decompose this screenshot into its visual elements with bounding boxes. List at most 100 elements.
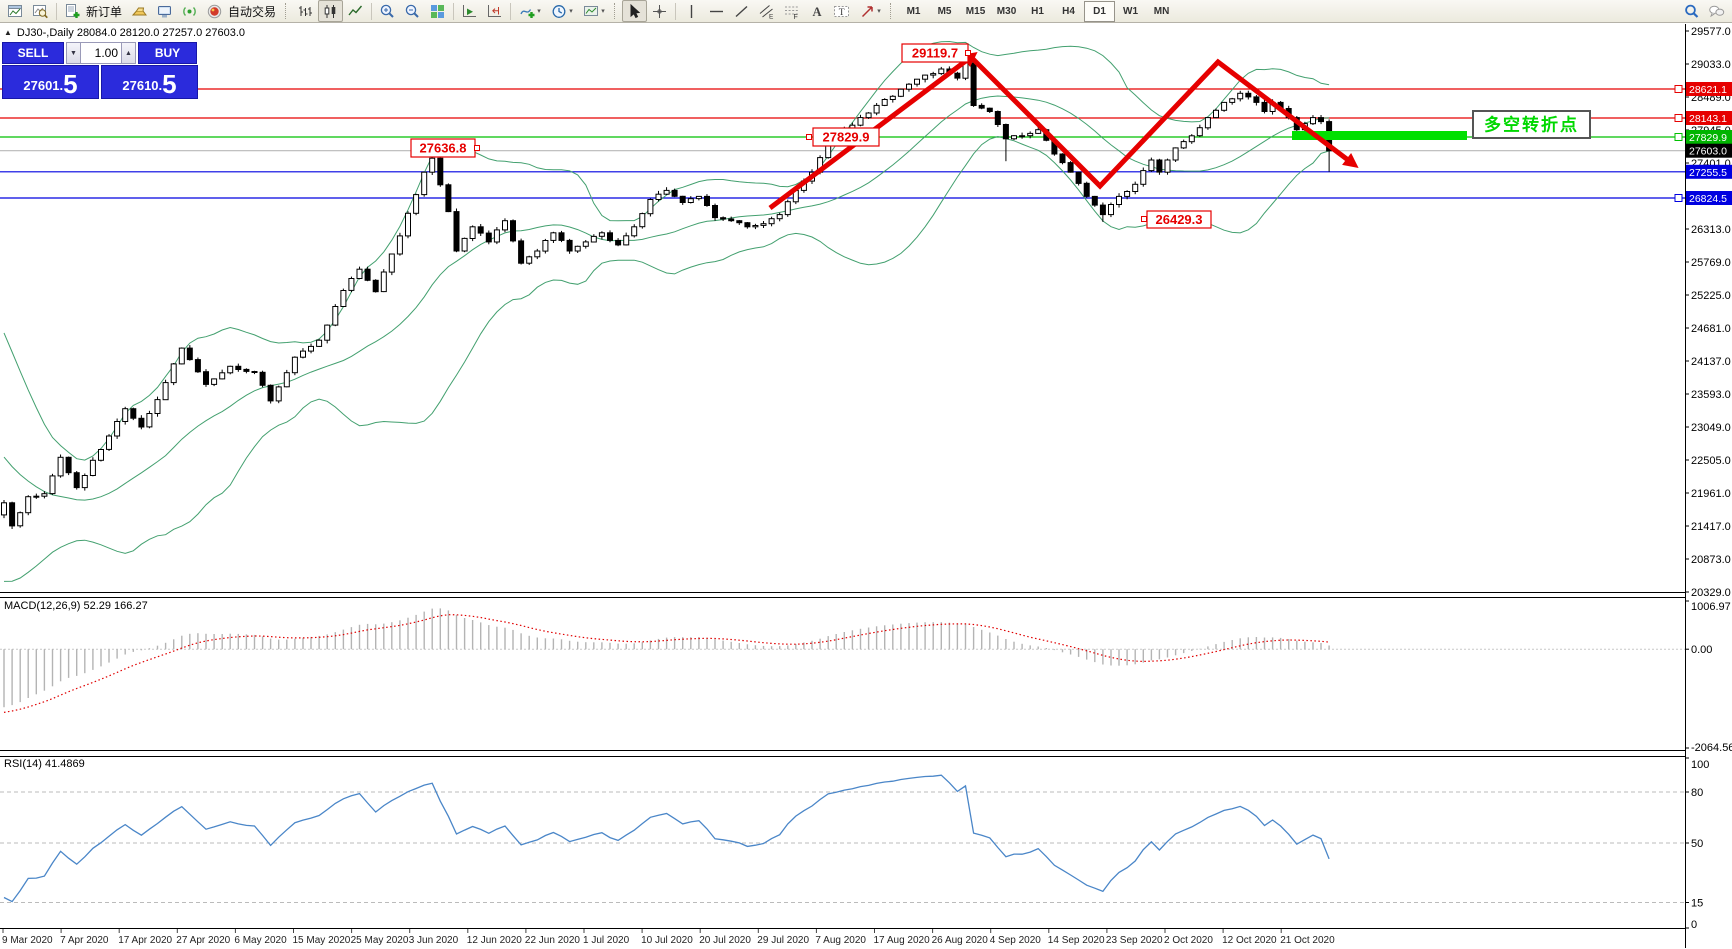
periods-button[interactable]: ▾ bbox=[546, 0, 578, 22]
vertical-line-icon bbox=[683, 3, 700, 20]
svg-text:17 Aug 2020: 17 Aug 2020 bbox=[874, 935, 931, 946]
oneclick-collapse-icon[interactable]: ▲ bbox=[4, 28, 12, 37]
svg-text:100: 100 bbox=[1691, 759, 1709, 771]
svg-text:7 Aug 2020: 7 Aug 2020 bbox=[815, 935, 866, 946]
svg-text:6 May 2020: 6 May 2020 bbox=[234, 935, 287, 946]
zoom-out-button[interactable] bbox=[400, 0, 425, 22]
vertical-line-button[interactable] bbox=[679, 0, 704, 22]
svg-text:24137.0: 24137.0 bbox=[1691, 356, 1731, 368]
zoom-in-button[interactable] bbox=[375, 0, 400, 22]
svg-text:26429.3: 26429.3 bbox=[1156, 212, 1203, 227]
svg-text:29577.0: 29577.0 bbox=[1691, 26, 1731, 38]
price-axis[interactable]: 29577.029033.028489.027945.027401.026857… bbox=[1685, 24, 1732, 948]
date-axis[interactable]: 9 Mar 2020 7 Apr 2020 17 Apr 2020 27 Apr 20… bbox=[2, 929, 1335, 946]
candlestick-chart-button[interactable] bbox=[318, 0, 344, 22]
timeframe-H4[interactable]: H4 bbox=[1062, 5, 1075, 17]
new-order-label[interactable]: 新订单 bbox=[86, 4, 123, 19]
tile-windows-button[interactable] bbox=[425, 0, 450, 22]
arrows-button[interactable]: ▾ bbox=[854, 0, 886, 22]
trade-panel-price-row: 27601. 5 27610. 5 bbox=[2, 65, 198, 99]
metaeditor-button[interactable] bbox=[152, 0, 177, 22]
line-chart-button[interactable] bbox=[343, 0, 368, 22]
gold-button[interactable] bbox=[127, 0, 152, 22]
svg-text:12 Jun 2020: 12 Jun 2020 bbox=[467, 935, 522, 946]
autotrading-label[interactable]: 自动交易 bbox=[228, 4, 277, 19]
svg-text:26313.0: 26313.0 bbox=[1691, 224, 1731, 236]
new-order-button[interactable] bbox=[60, 0, 85, 22]
bar-chart-button[interactable] bbox=[293, 0, 318, 22]
buy-price-button[interactable]: 27610. 5 bbox=[101, 65, 198, 99]
timeframe-MN[interactable]: MN bbox=[1153, 5, 1170, 17]
indicators-icon bbox=[519, 3, 536, 20]
new-chart-button[interactable] bbox=[3, 0, 28, 22]
candlesticks bbox=[1, 58, 1333, 529]
chart-area[interactable]: 29119.7 27636.8 27829.9 26429.3 多空转折点 29577.0… bbox=[0, 23, 1732, 949]
svg-text:23593.0: 23593.0 bbox=[1691, 389, 1731, 401]
crosshair-button[interactable] bbox=[647, 0, 672, 22]
svg-text:A: A bbox=[813, 5, 822, 19]
volume-input[interactable] bbox=[81, 42, 121, 64]
svg-text:0: 0 bbox=[1691, 919, 1697, 931]
svg-text:E: E bbox=[769, 13, 774, 20]
timeframe-H1[interactable]: H1 bbox=[1031, 5, 1044, 17]
timeframe-M30[interactable]: M30 bbox=[996, 5, 1017, 17]
volume-down-button[interactable]: ▼ bbox=[66, 42, 81, 64]
line-chart-icon bbox=[347, 3, 364, 20]
sell-button[interactable]: SELL bbox=[2, 42, 64, 64]
equidistant-channel-button[interactable]: E bbox=[754, 0, 779, 22]
timeframe-M5[interactable]: M5 bbox=[937, 5, 952, 17]
profiles-button[interactable] bbox=[28, 0, 53, 22]
price-annotation-labels[interactable]: 29119.7 27636.8 27829.9 26429.3 bbox=[410, 43, 1212, 229]
svg-text:12 Oct 2020: 12 Oct 2020 bbox=[1222, 935, 1277, 946]
svg-text:22 Jun 2020: 22 Jun 2020 bbox=[525, 935, 580, 946]
timeframe-W1[interactable]: W1 bbox=[1123, 5, 1139, 17]
cursor-button[interactable] bbox=[622, 0, 648, 22]
signals-button[interactable] bbox=[177, 0, 202, 22]
volume-up-button[interactable]: ▲ bbox=[121, 42, 136, 64]
horizontal-line-button[interactable] bbox=[704, 0, 729, 22]
indicators-button[interactable]: ▾ bbox=[514, 0, 546, 22]
timeframe-M1[interactable]: M1 bbox=[906, 5, 921, 17]
zoom-out-icon bbox=[404, 3, 421, 20]
svg-text:2 Oct 2020: 2 Oct 2020 bbox=[1164, 935, 1213, 946]
chart-shift-button[interactable] bbox=[482, 0, 507, 22]
timeframe-D1[interactable]: D1 bbox=[1084, 0, 1116, 22]
svg-text:10 Jul 2020: 10 Jul 2020 bbox=[641, 935, 693, 946]
svg-text:21961.0: 21961.0 bbox=[1691, 488, 1731, 500]
auto-scroll-button[interactable] bbox=[457, 0, 482, 22]
periods-icon bbox=[551, 3, 568, 20]
buy-button[interactable]: BUY bbox=[138, 42, 197, 64]
svg-text:23049.0: 23049.0 bbox=[1691, 422, 1731, 434]
support-zone-bar[interactable] bbox=[1292, 131, 1467, 140]
svg-text:27255.5: 27255.5 bbox=[1689, 167, 1727, 179]
one-click-trade-panel: SELL ▼ ▲ BUY 27601. 5 27610. 5 bbox=[2, 42, 198, 101]
autotrading-button[interactable] bbox=[202, 0, 227, 22]
bollinger-bands bbox=[3, 40, 1330, 582]
svg-text:4 Sep 2020: 4 Sep 2020 bbox=[990, 935, 1042, 946]
svg-text:28143.1: 28143.1 bbox=[1689, 113, 1727, 125]
text-button[interactable]: A bbox=[804, 0, 829, 22]
svg-text:7 Apr 2020: 7 Apr 2020 bbox=[60, 935, 109, 946]
trendline-button[interactable] bbox=[729, 0, 754, 22]
text-label-button[interactable]: T bbox=[829, 0, 854, 22]
arrows-icon bbox=[859, 3, 876, 20]
svg-text:0.00: 0.00 bbox=[1691, 644, 1712, 656]
profiles-icon bbox=[32, 3, 49, 20]
svg-text:29 Jul 2020: 29 Jul 2020 bbox=[757, 935, 809, 946]
new-chart-icon bbox=[7, 3, 24, 20]
chart-shift-icon bbox=[486, 3, 503, 20]
svg-text:26824.5: 26824.5 bbox=[1689, 193, 1727, 205]
search-button[interactable] bbox=[1679, 0, 1704, 22]
note-text-box[interactable]: 多空转折点 bbox=[1472, 110, 1591, 139]
zoom-in-icon bbox=[379, 3, 396, 20]
timeframe-M15[interactable]: M15 bbox=[965, 5, 986, 17]
fibonacci-button[interactable]: F bbox=[779, 0, 804, 22]
macd-signal-line bbox=[3, 614, 1330, 713]
sell-price-button[interactable]: 27601. 5 bbox=[2, 65, 99, 99]
chat-button[interactable] bbox=[1704, 0, 1729, 22]
svg-text:15: 15 bbox=[1691, 898, 1703, 910]
buy-price-pip: 5 bbox=[162, 69, 177, 99]
candlestick-chart-icon bbox=[322, 3, 339, 20]
templates-button[interactable]: ▾ bbox=[578, 0, 610, 22]
